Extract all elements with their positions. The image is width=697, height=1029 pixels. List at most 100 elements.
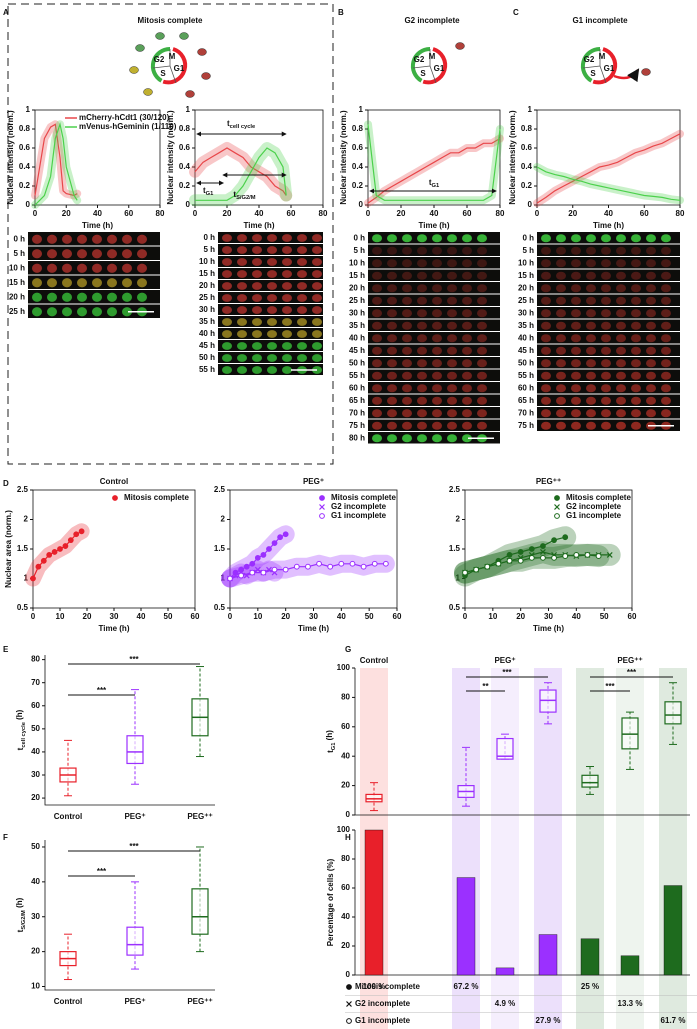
nucleus bbox=[222, 258, 232, 266]
nucleus bbox=[477, 234, 487, 243]
nucleus bbox=[252, 258, 262, 266]
y-tick-label: 0.4 bbox=[19, 162, 31, 171]
y-tick-label: 1 bbox=[221, 574, 226, 583]
axis-label: tcell cycle (h) bbox=[15, 709, 26, 750]
value-label: 13.3 % bbox=[618, 999, 643, 1008]
y-tick-label: 1.5 bbox=[17, 544, 29, 553]
panel-label: D bbox=[3, 479, 9, 488]
x-tick-label: 60 bbox=[628, 612, 637, 621]
nucleus bbox=[402, 421, 412, 430]
nucleus bbox=[32, 307, 42, 317]
nucleus bbox=[447, 284, 457, 293]
nucleus bbox=[282, 246, 292, 254]
nucleus bbox=[267, 234, 277, 242]
row-label: Mitosis complete bbox=[355, 982, 420, 991]
nucleus bbox=[222, 354, 232, 362]
nucleus bbox=[47, 249, 57, 259]
y-tick-label: 1 bbox=[456, 574, 461, 583]
nucleus bbox=[237, 354, 247, 362]
y-tick-label: 0.6 bbox=[521, 143, 533, 152]
nucleus bbox=[541, 359, 551, 368]
x-axis-label: Time (h) bbox=[533, 624, 564, 633]
nucleus bbox=[661, 234, 671, 243]
nucleus bbox=[222, 270, 232, 278]
nucleus bbox=[447, 271, 457, 280]
nucleus bbox=[297, 342, 307, 350]
x-tick-label: 30 bbox=[309, 612, 318, 621]
nucleus bbox=[447, 421, 457, 430]
nucleus bbox=[312, 306, 322, 314]
x-tick-label: 20 bbox=[83, 612, 92, 621]
nucleus bbox=[372, 246, 382, 255]
time-label: 40 h bbox=[349, 333, 365, 342]
nucleus bbox=[646, 384, 656, 393]
x-tick-label: 40 bbox=[604, 209, 613, 218]
nucleus bbox=[586, 246, 596, 255]
nucleus bbox=[387, 434, 397, 443]
nucleus bbox=[541, 384, 551, 393]
nucleus bbox=[631, 246, 641, 255]
nucleus bbox=[372, 346, 382, 355]
cycle-label: S bbox=[420, 69, 426, 78]
nucleus bbox=[601, 359, 611, 368]
y-axis-label: Nuclear intensity (norm.) bbox=[6, 110, 15, 205]
nucleus bbox=[631, 384, 641, 393]
cycle-label: M bbox=[429, 52, 436, 61]
nucleus bbox=[616, 271, 626, 280]
nucleus bbox=[462, 296, 472, 305]
time-label: 10 h bbox=[9, 263, 25, 272]
nucleus bbox=[477, 284, 487, 293]
nucleus bbox=[282, 306, 292, 314]
time-label: 20 h bbox=[349, 283, 365, 292]
nucleus bbox=[646, 409, 656, 418]
nucleus bbox=[556, 334, 566, 343]
nucleus bbox=[222, 366, 232, 374]
box bbox=[664, 701, 682, 725]
nucleus bbox=[586, 334, 596, 343]
cell-icon bbox=[135, 44, 145, 52]
nucleus bbox=[402, 371, 412, 380]
nucleus bbox=[462, 371, 472, 380]
time-label: 25 h bbox=[199, 293, 215, 302]
bar bbox=[538, 934, 558, 976]
nucleus bbox=[616, 396, 626, 405]
nucleus bbox=[556, 371, 566, 380]
nucleus bbox=[571, 409, 581, 418]
bar bbox=[364, 829, 384, 976]
time-label: 10 h bbox=[349, 258, 365, 267]
nucleus bbox=[631, 234, 641, 243]
nucleus bbox=[417, 371, 427, 380]
nucleus bbox=[556, 259, 566, 268]
nucleus bbox=[312, 282, 322, 290]
y-tick-label: 20 bbox=[341, 941, 350, 950]
nucleus bbox=[556, 309, 566, 318]
nucleus bbox=[47, 307, 57, 317]
y-tick-label: 40 bbox=[31, 877, 40, 886]
nucleus bbox=[432, 371, 442, 380]
marker bbox=[73, 531, 80, 538]
nucleus bbox=[477, 371, 487, 380]
nucleus bbox=[312, 270, 322, 278]
nucleus bbox=[616, 421, 626, 430]
cycle-arc bbox=[592, 47, 618, 85]
nucleus bbox=[417, 309, 427, 318]
nucleus bbox=[402, 334, 412, 343]
nucleus bbox=[601, 246, 611, 255]
axis-label: tS/G2/M (h) bbox=[15, 897, 26, 932]
nucleus bbox=[541, 396, 551, 405]
nucleus bbox=[601, 321, 611, 330]
nucleus bbox=[417, 259, 427, 268]
nucleus bbox=[432, 334, 442, 343]
y-axis-label: Nuclear area (norm.) bbox=[4, 510, 13, 588]
nucleus bbox=[447, 396, 457, 405]
nucleus bbox=[661, 334, 671, 343]
time-label: 5 h bbox=[203, 245, 215, 254]
nucleus bbox=[252, 282, 262, 290]
marker bbox=[338, 560, 345, 567]
nucleus bbox=[462, 396, 472, 405]
nucleus bbox=[447, 359, 457, 368]
nucleus bbox=[631, 346, 641, 355]
cell-icon bbox=[129, 66, 139, 74]
y-tick-label: 70 bbox=[31, 678, 40, 687]
nucleus bbox=[387, 246, 397, 255]
